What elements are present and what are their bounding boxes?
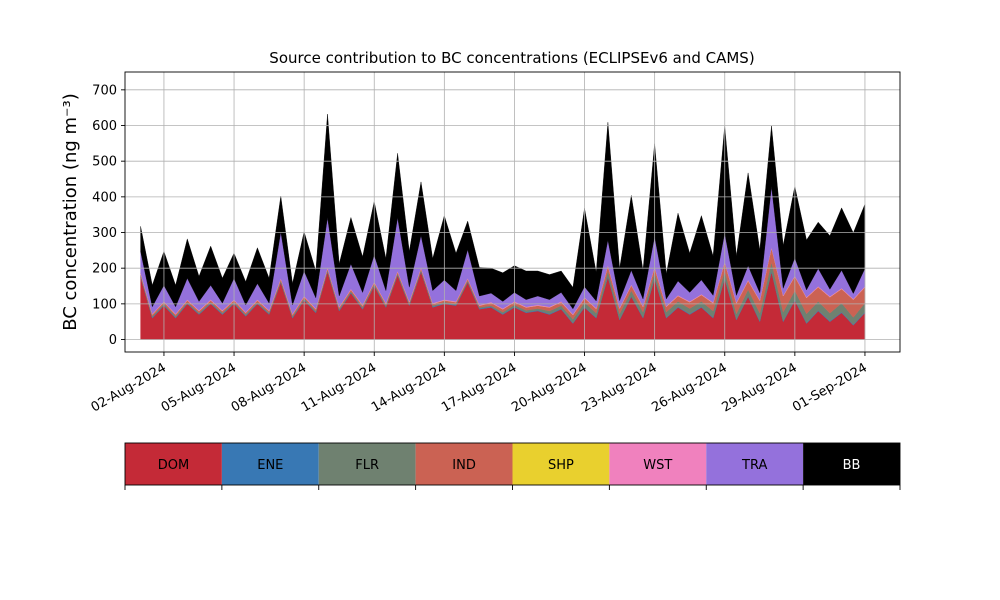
legend-label-shp: SHP [548,458,574,473]
y-tick-label: 200 [92,262,117,277]
x-tick-label: 23-Aug-2024 [579,360,659,415]
chart-title: Source contribution to BC concentrations… [269,49,754,67]
y-tick-label: 300 [92,226,117,241]
legend-swatch-tra [706,443,804,485]
x-tick-label: 05-Aug-2024 [159,360,239,415]
x-tick-label: 14-Aug-2024 [369,360,449,415]
y-tick-label: 400 [92,190,117,205]
y-tick-label: 0 [109,333,117,348]
axes-frame [124,71,901,353]
legend-label-dom: DOM [158,458,189,473]
legend-label-bb: BB [843,458,861,473]
y-tick-label: 500 [92,155,117,170]
x-tick-label: 20-Aug-2024 [509,360,589,415]
legend-swatch-ind [415,443,513,485]
legend-swatch-dom [125,443,222,485]
y-tick-label: 100 [92,297,117,312]
legend-swatch-shp [512,443,610,485]
x-tick-label: 02-Aug-2024 [89,360,169,415]
legend-label-ind: IND [452,458,476,473]
plot-area: 0 100 200 300 400 500 600 700 02-Aug-202405-Aug-… [89,71,901,416]
x-tick-label: 01-Sep-2024 [790,360,870,415]
x-tick-label: 26-Aug-2024 [649,360,729,415]
legend-swatch-ene [221,443,319,485]
legend-label-wst: WST [643,458,672,473]
series-area-bb [140,114,866,310]
legend-label-tra: TRA [741,458,767,473]
y-tick-label: 700 [92,83,117,98]
legend-swatch-wst [609,443,707,485]
x-tick-label: 17-Aug-2024 [439,360,519,415]
legend: DOM ENE FLR IND SHP WST TRA BB [124,442,901,490]
legend-label-flr: FLR [355,458,379,473]
legend-label-ene: ENE [257,458,283,473]
x-tick-label: 08-Aug-2024 [229,360,309,415]
legend-swatch-flr [318,443,416,485]
y-tick-label: 600 [92,119,117,134]
y-axis-label: BC concentration (ng m⁻³) [60,93,81,331]
legend-swatch-bb [803,443,900,485]
x-tick-label: 11-Aug-2024 [299,360,379,415]
x-tick-label: 29-Aug-2024 [720,360,800,415]
